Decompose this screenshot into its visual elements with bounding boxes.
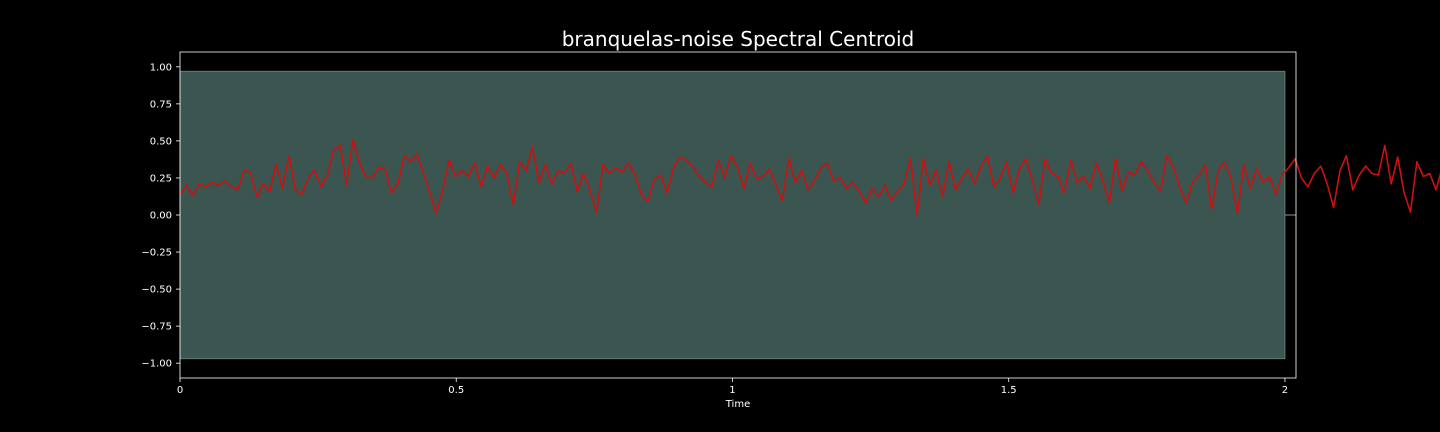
- series-line-0: [179, 138, 1440, 216]
- y-axis: 1.00 0.75 0.50 0.25 0.00 −0.25 −0.50 −0.75 −1.00: [141, 62, 180, 370]
- y-tick-label: −0.25: [141, 248, 172, 259]
- y-tick-label: 0.00: [150, 211, 172, 222]
- waveform-envelope: [179, 70, 1286, 360]
- x-tick-label: 0: [177, 385, 183, 396]
- x-tick-label: 2: [1282, 385, 1288, 396]
- x-tick-label: 1: [729, 385, 735, 396]
- y-tick-label: −1.00: [141, 359, 172, 370]
- y-tick-label: −0.50: [141, 285, 172, 296]
- chart-title: branquelas-noise Spectral Centroid: [562, 27, 915, 51]
- y-tick-label: 1.00: [150, 62, 172, 73]
- y-tick-label: 0.75: [150, 99, 172, 110]
- waveform-layer: [179, 70, 1296, 360]
- y-tick-label: 0.25: [150, 173, 172, 184]
- x-axis: 0 0.5 1 1.5 2: [177, 378, 1288, 396]
- y-tick-label: 0.50: [150, 136, 172, 147]
- x-tick-label: 1.5: [1001, 385, 1017, 396]
- series-layer: [179, 138, 1440, 216]
- y-tick-label: −0.75: [141, 322, 172, 333]
- x-tick-label: 0.5: [448, 385, 464, 396]
- x-axis-label: Time: [725, 399, 750, 410]
